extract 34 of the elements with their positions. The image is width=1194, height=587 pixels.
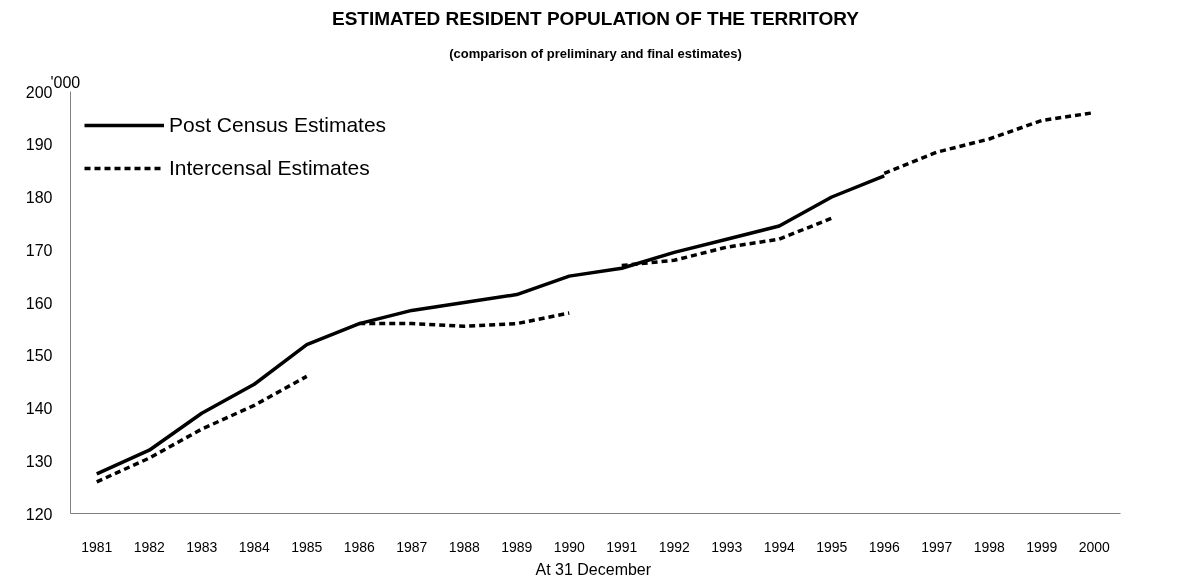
x-tick-label: 1987 <box>396 538 428 555</box>
y-tick-label: 150 <box>25 347 53 365</box>
chart-subtitle: (comparison of preliminary and final estimates) <box>449 45 742 61</box>
x-tick-label: 1996 <box>868 538 901 555</box>
legend-label: Post Census Estimates <box>169 112 387 138</box>
x-tick-label: 1989 <box>501 538 533 555</box>
x-axis-title: At 31 December <box>535 560 652 578</box>
x-tick-label: 1982 <box>133 538 166 555</box>
x-tick-label: 1998 <box>973 538 1006 555</box>
y-tick-label: 180 <box>25 189 53 206</box>
x-tick-label: 1999 <box>1026 538 1058 555</box>
y-tick-label: 170 <box>25 241 53 259</box>
x-tick-label: 1990 <box>553 538 586 555</box>
chart-title: ESTIMATED RESIDENT POPULATION OF THE TERRITORY <box>331 7 860 29</box>
x-tick-label: 1997 <box>921 538 953 555</box>
x-tick-label: 1993 <box>711 538 743 555</box>
x-tick-label: 1986 <box>343 538 376 555</box>
x-tick-label: 1988 <box>448 538 481 555</box>
y-tick-label: 200 <box>25 83 53 101</box>
y-tick-label: 130 <box>25 452 53 470</box>
x-tick-label: 1994 <box>763 538 796 555</box>
x-tick-label: 1991 <box>606 538 638 555</box>
x-tick-label: 1981 <box>81 538 113 555</box>
y-tick-label: 120 <box>25 505 53 523</box>
y-tick-label: 140 <box>25 400 53 417</box>
y-tick-label: 160 <box>25 294 53 312</box>
y-tick-label: 190 <box>25 136 53 154</box>
legend-label: Intercensal Estimates <box>169 155 370 181</box>
x-tick-label: 1983 <box>186 538 218 555</box>
x-tick-label: 1985 <box>291 538 323 555</box>
x-tick-label: 1995 <box>816 538 848 555</box>
x-tick-label: 1992 <box>658 538 691 555</box>
x-tick-label: 2000 <box>1078 538 1111 555</box>
x-tick-label: 1984 <box>238 538 271 555</box>
